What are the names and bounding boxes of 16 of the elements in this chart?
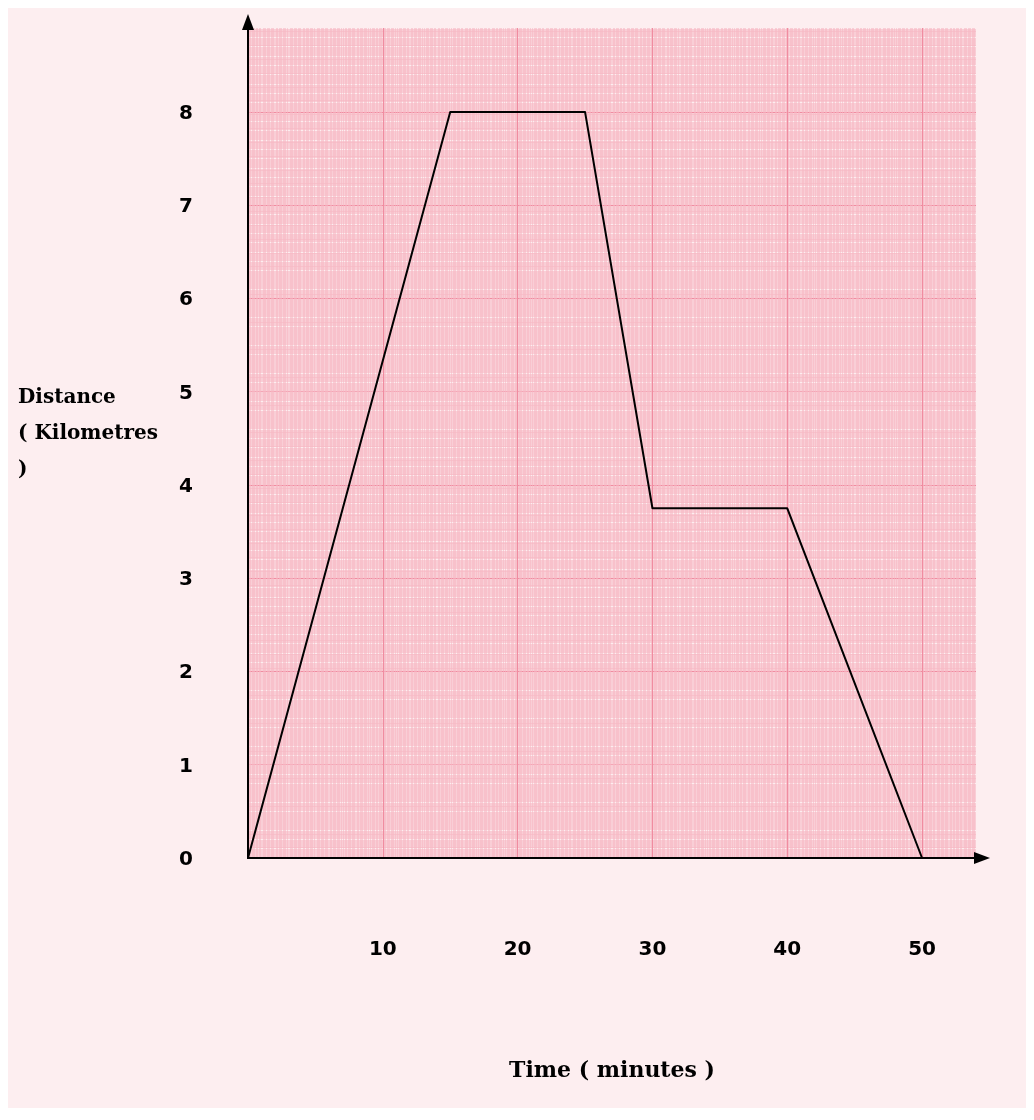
x-tick-label: 40 (773, 936, 802, 960)
y-axis-title: Distance ( Kilometres ) (18, 384, 165, 480)
x-tick-label: 10 (368, 936, 397, 960)
x-tick-label: 20 (503, 936, 532, 960)
y-tick-label: 7 (179, 193, 193, 218)
y-tick-label: 3 (179, 566, 193, 591)
y-tick-label: 5 (179, 379, 193, 404)
x-tick-label: 50 (908, 936, 936, 960)
y-tick-label: 6 (179, 286, 193, 311)
y-tick-label: 8 (179, 99, 193, 124)
y-tick-label: 4 (179, 472, 193, 497)
x-axis-title: Time ( minutes ) (509, 1056, 715, 1082)
y-tick-label: 1 (179, 752, 193, 777)
y-tick-label: 0 (179, 846, 193, 870)
x-tick-label: 30 (638, 936, 667, 960)
y-tick-label: 2 (179, 659, 193, 684)
